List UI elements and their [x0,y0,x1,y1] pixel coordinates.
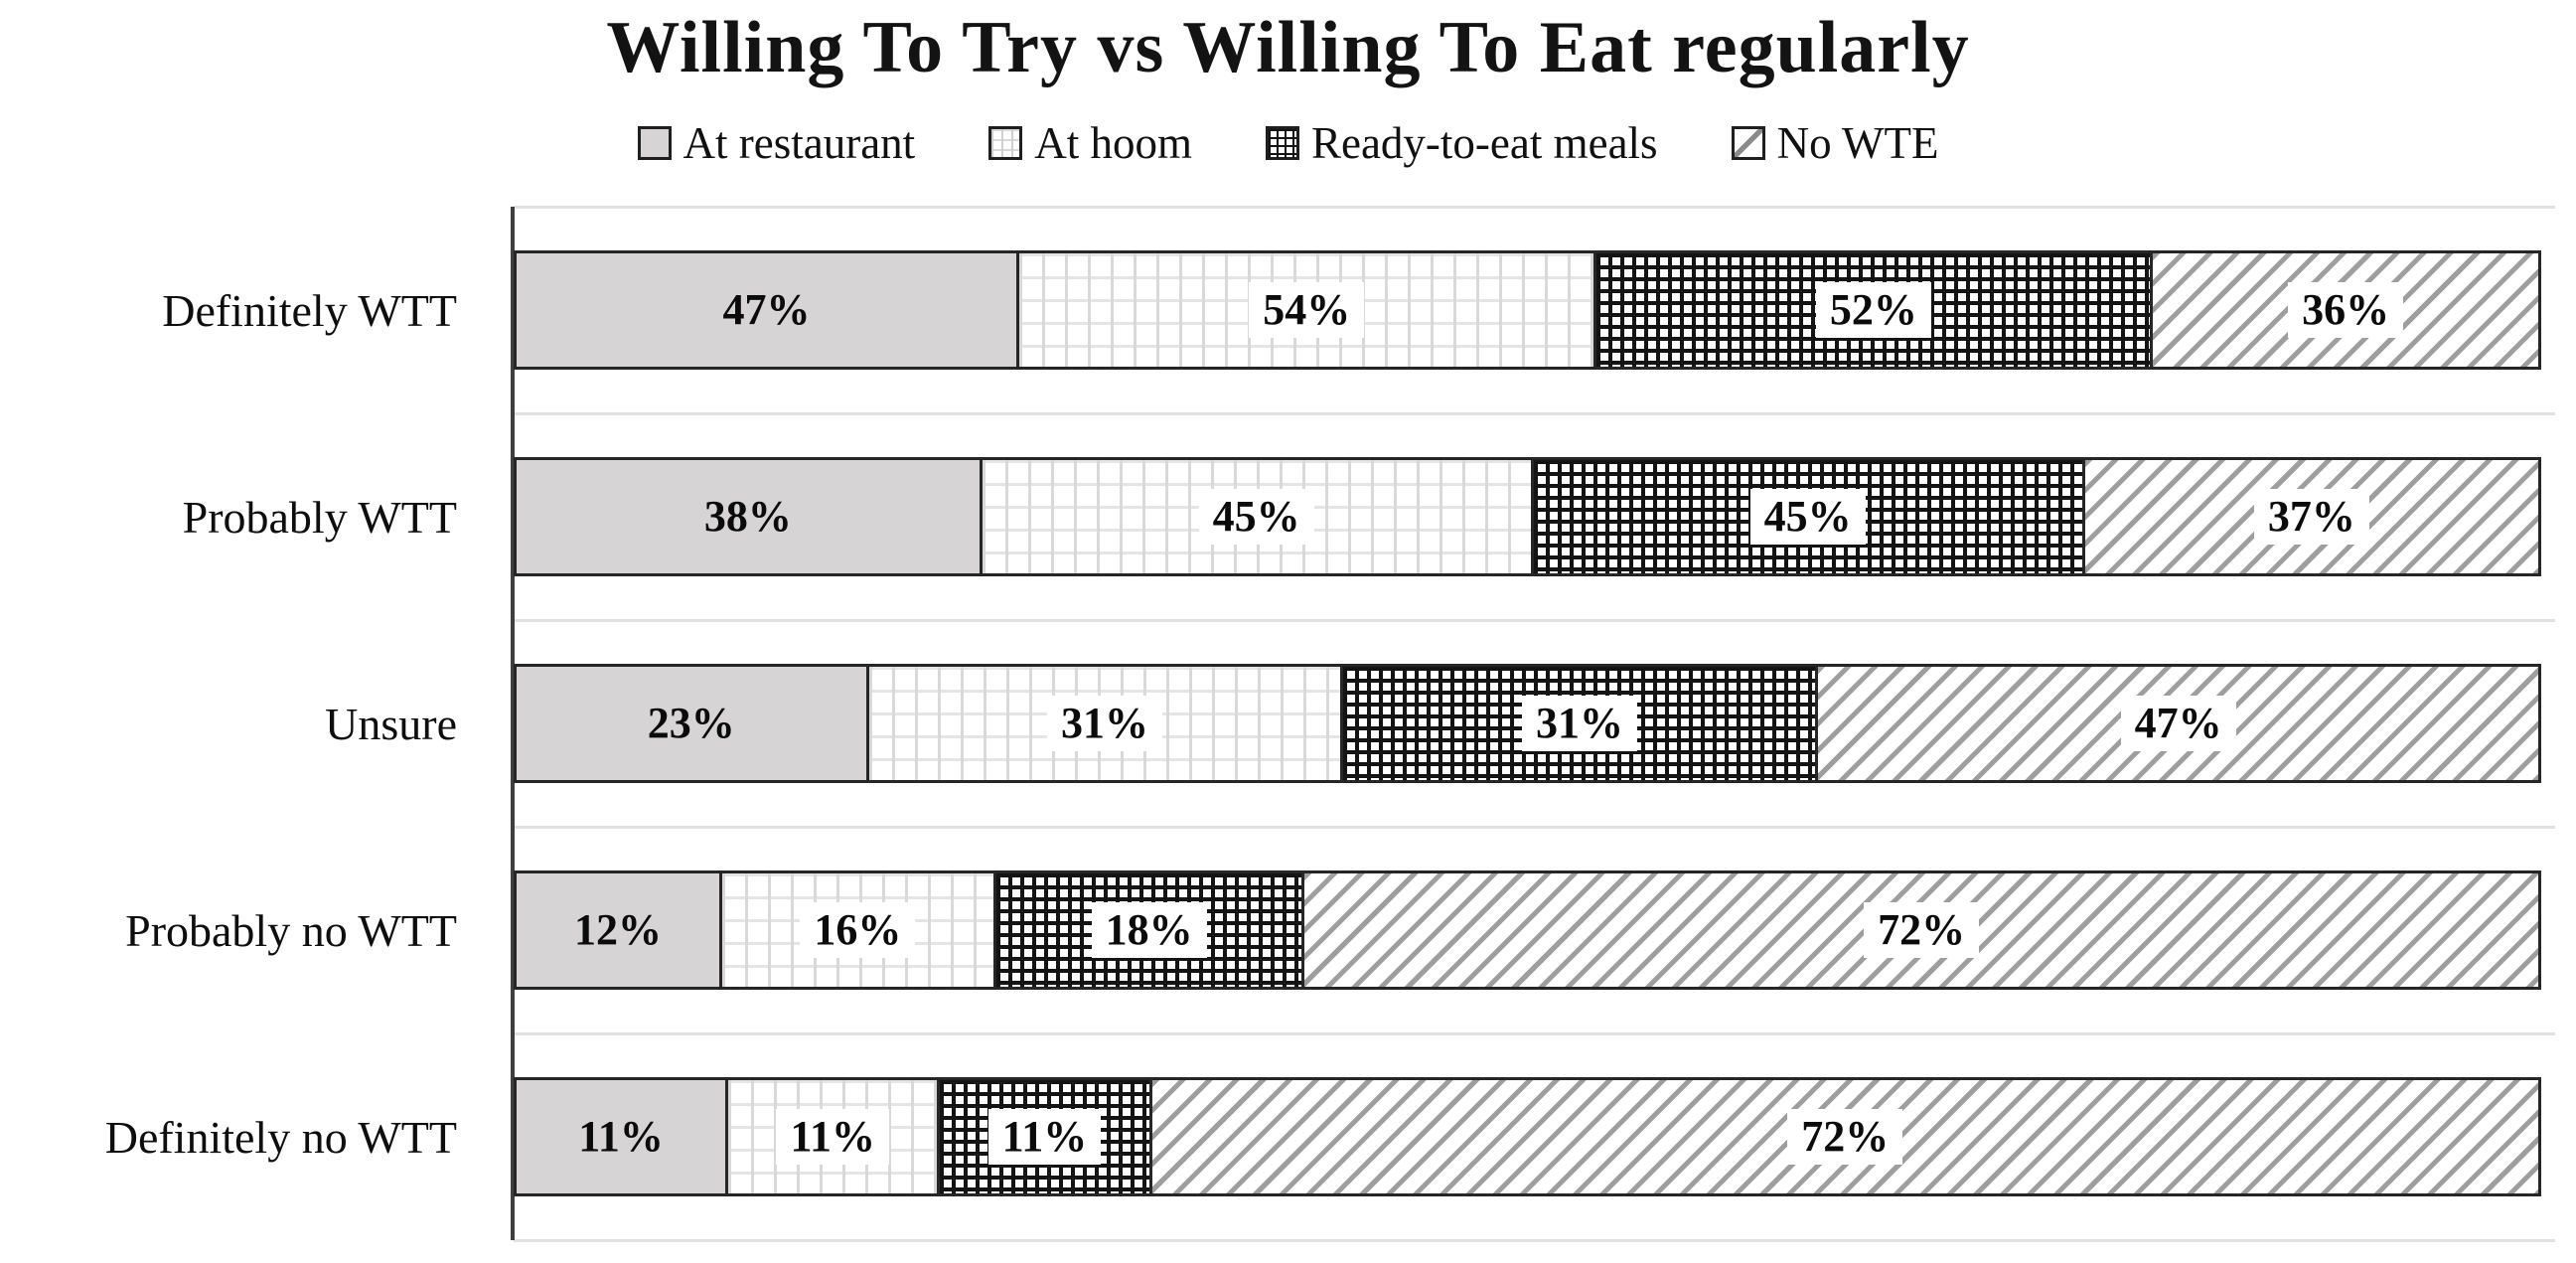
value-label: 23% [647,698,735,747]
bar-row-definitely-wtt: 47% 54% 52% 36% [514,250,2541,370]
gridline [514,619,2555,622]
legend-label: Ready-to-eat meals [1310,118,1658,168]
legend-item-ready-to-eat-meals: Ready-to-eat meals [1265,117,1658,169]
bar-segment-no-wte: 72% [1151,1080,2538,1193]
bar-segment-no-wte: 72% [1304,873,2538,987]
chart-title: Willing To Try vs Willing To Eat regular… [606,7,1970,88]
bar-segment-at-restaurant: 47% [517,253,1020,367]
value-label: 11% [578,1111,664,1161]
bar-segment-ready-to-eat-meals: 18% [995,873,1305,987]
bar-segment-at-restaurant: 38% [517,460,983,573]
y-axis-line [511,207,515,1240]
value-label: 31% [1047,695,1163,752]
value-label: 16% [800,901,916,959]
value-label: 47% [2120,695,2236,752]
value-label: 37% [2253,488,2369,546]
value-label: 36% [2288,281,2404,339]
legend-item-at-restaurant: At restaurant [637,117,916,169]
category-label-probably-no-wtt: Probably no WTT [125,904,457,956]
value-label: 47% [722,284,811,334]
bar-segment-at-hoom: 54% [1019,253,1597,367]
bar-segment-at-restaurant: 11% [517,1080,729,1193]
bar-segment-at-hoom: 11% [728,1080,941,1193]
value-label: 52% [1815,281,1931,339]
bar-segment-at-restaurant: 12% [517,873,722,987]
legend-swatch-no-wte [1731,126,1765,160]
bar-segment-at-restaurant: 23% [517,667,869,780]
value-label: 45% [1198,488,1314,546]
legend: At restaurant At hoom Ready-to-eat meals No… [0,111,2576,175]
value-label: 11% [987,1108,1102,1166]
bar-row-probably-no-wtt: 12% 16% 18% 72% [514,870,2541,990]
gridline [514,1032,2555,1035]
bar-segment-at-hoom: 31% [868,667,1344,780]
gridline [514,206,2555,209]
value-label: 31% [1521,695,1637,752]
category-label-unsure: Unsure [325,698,457,749]
bar-segment-at-hoom: 45% [982,460,1534,573]
legend-swatch-at-hoom [988,126,1023,160]
bar-segment-ready-to-eat-meals: 45% [1533,460,2085,573]
legend-label: No WTE [1776,118,1939,168]
value-label: 38% [703,491,792,541]
bar-row-definitely-no-wtt: 11% 11% 11% 72% [514,1077,2541,1196]
bar-segment-ready-to-eat-meals: 11% [940,1080,1152,1193]
bar-segment-ready-to-eat-meals: 52% [1596,253,2154,367]
bar-segment-no-wte: 36% [2153,253,2538,367]
bar-row-unsure: 23% 31% 31% 47% [514,664,2541,783]
value-label: 11% [776,1108,890,1166]
legend-label: At hoom [1034,118,1192,168]
value-label: 12% [573,904,662,954]
bar-row-probably-wtt: 38% 45% 45% 37% [514,457,2541,576]
bar-segment-no-wte: 37% [2084,460,2538,573]
bar-segment-at-hoom: 16% [721,873,996,987]
category-label-definitely-wtt: Definitely WTT [162,284,457,336]
legend-swatch-at-restaurant [637,126,672,160]
category-label-probably-wtt: Probably WTT [182,491,457,543]
value-label: 72% [1864,901,1980,959]
legend-item-no-wte: No WTE [1731,117,1939,169]
gridline [514,412,2555,415]
value-label: 54% [1249,281,1365,339]
gridline [514,1239,2555,1242]
value-label: 18% [1091,901,1207,959]
value-label: 72% [1787,1108,1903,1166]
legend-item-at-hoom: At hoom [988,117,1192,169]
gridline [514,826,2555,829]
legend-label: At restaurant [682,118,916,168]
category-label-definitely-no-wtt: Definitely no WTT [104,1111,457,1163]
legend-swatch-ready-to-eat-meals [1265,126,1299,160]
bar-segment-ready-to-eat-meals: 31% [1343,667,1819,780]
bar-segment-no-wte: 47% [1818,667,2538,780]
value-label: 45% [1749,488,1866,546]
